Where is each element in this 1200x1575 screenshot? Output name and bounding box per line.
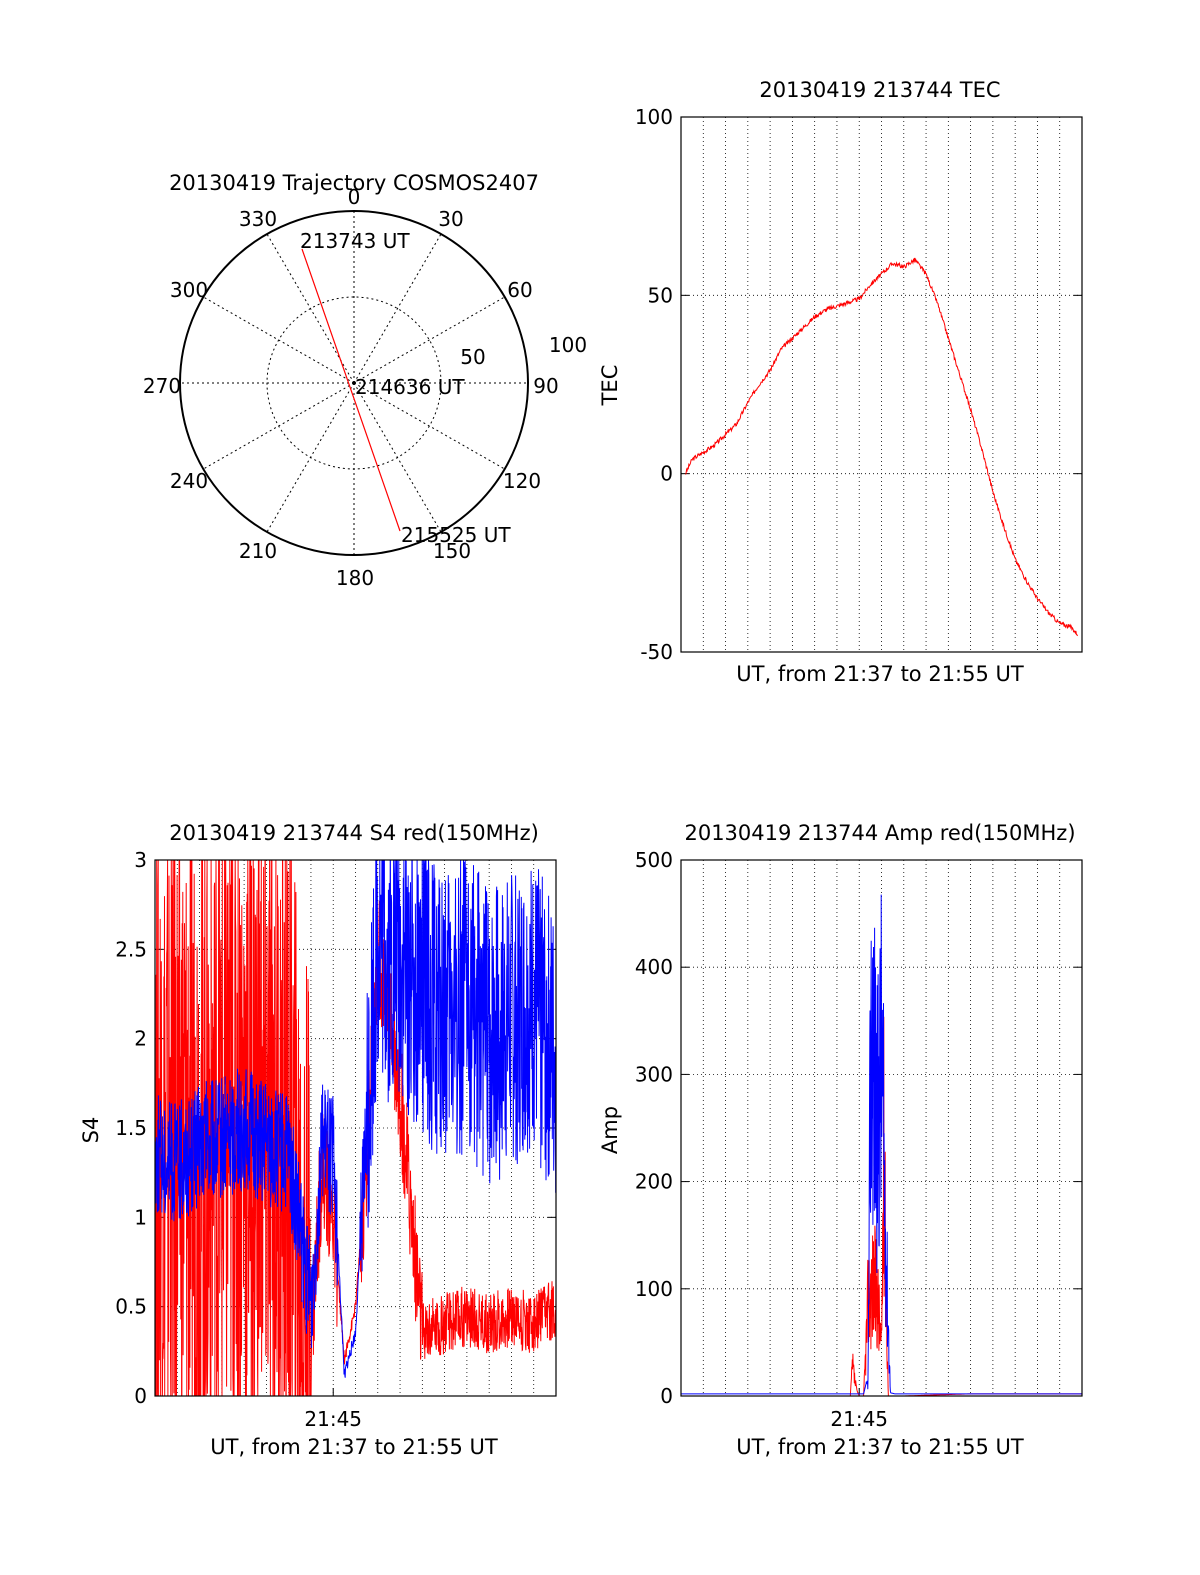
y-tick-label: 0 bbox=[134, 1384, 147, 1408]
tec-x-axis-label: UT, from 21:37 to 21:55 UT bbox=[736, 662, 1024, 686]
polar-azimuth-label: 270 bbox=[143, 374, 181, 398]
series-line-blue bbox=[154, 859, 557, 1378]
series-line-red bbox=[685, 257, 1078, 637]
y-tick-label: 50 bbox=[648, 283, 673, 307]
polar-ring-label-50: 50 bbox=[460, 345, 485, 369]
trajectory-line bbox=[301, 248, 401, 532]
polar-spoke bbox=[353, 233, 442, 384]
polar-azimuth-label: 180 bbox=[336, 566, 374, 590]
polar-ring-label-100: 100 bbox=[549, 333, 587, 357]
trajectory-start-label: 213743 UT bbox=[300, 229, 410, 253]
series-line-red bbox=[154, 859, 557, 1397]
y-tick-label: 100 bbox=[635, 105, 673, 129]
polar-azimuth-label: 90 bbox=[533, 374, 558, 398]
polar-title: 20130419 Trajectory COSMOS2407 bbox=[169, 171, 539, 195]
y-tick-label: 200 bbox=[635, 1170, 673, 1194]
polar-plot: 20130419 Trajectory COSMOS2407 0 30 60 90 12… bbox=[143, 171, 587, 590]
polar-spoke bbox=[266, 382, 355, 533]
plot-frame bbox=[680, 116, 1083, 653]
polar-azimuth-label: 150 bbox=[433, 539, 471, 563]
amp-chart: 20130419 213744 Amp red(150MHz) UT, from… bbox=[598, 821, 1083, 1459]
y-tick-label: 1.5 bbox=[115, 1116, 147, 1140]
polar-azimuth-label: 210 bbox=[239, 539, 277, 563]
s4-chart: 20130419 213744 S4 red(150MHz) UT, from … bbox=[79, 821, 557, 1459]
x-tick-label: 21:45 bbox=[830, 1407, 888, 1431]
polar-azimuth-label: 120 bbox=[503, 469, 541, 493]
trajectory-mid-label: 214636 UT bbox=[355, 375, 465, 399]
y-tick-label: 0.5 bbox=[115, 1295, 147, 1319]
polar-azimuth-label: 30 bbox=[438, 207, 463, 231]
y-tick-label: 100 bbox=[635, 1277, 673, 1301]
s4-x-axis-label: UT, from 21:37 to 21:55 UT bbox=[210, 1435, 498, 1459]
series-line-blue bbox=[681, 894, 1082, 1395]
plot-frame bbox=[154, 859, 557, 1397]
amp-y-axis-label: Amp bbox=[598, 1106, 622, 1154]
polar-azimuth-label: 330 bbox=[239, 207, 277, 231]
y-tick-label: -50 bbox=[640, 640, 673, 664]
y-tick-label: 2.5 bbox=[115, 937, 147, 961]
polar-azimuth-label: 300 bbox=[170, 278, 208, 302]
tec-chart-title: 20130419 213744 TEC bbox=[759, 78, 1000, 102]
x-tick-label: 21:45 bbox=[304, 1407, 362, 1431]
polar-spoke bbox=[353, 382, 442, 533]
polar-azimuth-label: 60 bbox=[507, 278, 532, 302]
y-tick-label: 1 bbox=[134, 1205, 147, 1229]
y-tick-label: 0 bbox=[660, 462, 673, 486]
polar-spoke bbox=[266, 233, 355, 384]
polar-azimuth-label: 0 bbox=[348, 185, 361, 209]
polar-spoke bbox=[203, 382, 355, 470]
y-tick-label: 3 bbox=[134, 848, 147, 872]
s4-y-axis-label: S4 bbox=[79, 1117, 103, 1144]
amp-chart-title: 20130419 213744 Amp red(150MHz) bbox=[684, 821, 1075, 845]
amp-x-axis-label: UT, from 21:37 to 21:55 UT bbox=[736, 1435, 1024, 1459]
plot-frame bbox=[680, 859, 1083, 1397]
y-tick-label: 500 bbox=[635, 848, 673, 872]
tec-y-axis-label: TEC bbox=[598, 365, 622, 407]
tec-chart: 20130419 213744 TEC UT, from 21:37 to 21… bbox=[598, 78, 1083, 686]
y-tick-label: 0 bbox=[660, 1384, 673, 1408]
polar-spoke bbox=[203, 296, 355, 384]
y-tick-label: 400 bbox=[635, 955, 673, 979]
trajectory-end-label: 215525 UT bbox=[401, 523, 511, 547]
polar-azimuth-labels: 0 30 60 90 120 150 180 210 240 270 300 330 bbox=[143, 185, 559, 590]
y-tick-label: 300 bbox=[635, 1062, 673, 1086]
y-tick-label: 2 bbox=[134, 1027, 147, 1051]
s4-chart-title: 20130419 213744 S4 red(150MHz) bbox=[169, 821, 539, 845]
polar-grid bbox=[179, 210, 529, 556]
polar-spoke bbox=[353, 296, 505, 384]
polar-azimuth-label: 240 bbox=[170, 469, 208, 493]
polar-spoke bbox=[353, 382, 505, 470]
